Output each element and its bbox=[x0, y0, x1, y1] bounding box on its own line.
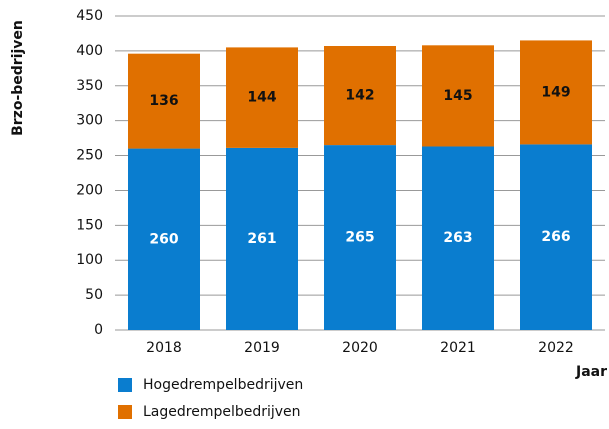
bar-segment bbox=[520, 144, 592, 330]
data-label: 266 bbox=[541, 229, 570, 245]
y-tick-label: 350 bbox=[76, 78, 103, 94]
data-label: 145 bbox=[443, 88, 472, 104]
data-label: 263 bbox=[443, 230, 472, 246]
data-label: 142 bbox=[345, 88, 374, 104]
y-tick-label: 450 bbox=[76, 8, 103, 24]
data-label: 144 bbox=[247, 90, 276, 106]
legend-label: Hogedrempelbedrijven bbox=[143, 377, 303, 393]
data-label: 260 bbox=[149, 231, 178, 247]
bar-segment bbox=[324, 145, 396, 330]
x-tick-label: 2019 bbox=[244, 340, 280, 356]
y-tick-label: 400 bbox=[76, 43, 103, 59]
legend-label: Lagedrempelbedrijven bbox=[143, 404, 301, 420]
legend-swatch bbox=[118, 378, 132, 392]
y-tick-label: 150 bbox=[76, 217, 103, 233]
data-label: 149 bbox=[541, 84, 570, 100]
x-axis-title: Jaar bbox=[575, 364, 607, 380]
y-tick-label: 300 bbox=[76, 113, 103, 129]
bar-segment bbox=[226, 47, 298, 148]
data-label: 261 bbox=[247, 231, 276, 247]
bar-segment bbox=[520, 40, 592, 145]
y-tick-label: 50 bbox=[85, 287, 103, 303]
y-tick-label: 250 bbox=[76, 148, 103, 164]
data-label: 136 bbox=[149, 93, 178, 109]
bar-segment bbox=[226, 147, 298, 330]
legend-swatch bbox=[118, 405, 132, 419]
x-tick-label: 2020 bbox=[342, 340, 378, 356]
y-tick-label: 0 bbox=[94, 322, 103, 338]
bar-segment bbox=[128, 148, 200, 330]
data-label: 265 bbox=[345, 230, 374, 246]
bar-segment bbox=[422, 146, 494, 330]
bar-segment bbox=[422, 45, 494, 147]
bar-segment bbox=[324, 46, 396, 146]
y-axis-title: Brzo-bedrijven bbox=[10, 20, 26, 136]
y-tick-label: 100 bbox=[76, 252, 103, 268]
x-tick-label: 2021 bbox=[440, 340, 476, 356]
y-tick-label: 200 bbox=[76, 182, 103, 198]
x-tick-label: 2018 bbox=[146, 340, 182, 356]
x-tick-label: 2022 bbox=[538, 340, 574, 356]
bar-segment bbox=[128, 53, 200, 149]
